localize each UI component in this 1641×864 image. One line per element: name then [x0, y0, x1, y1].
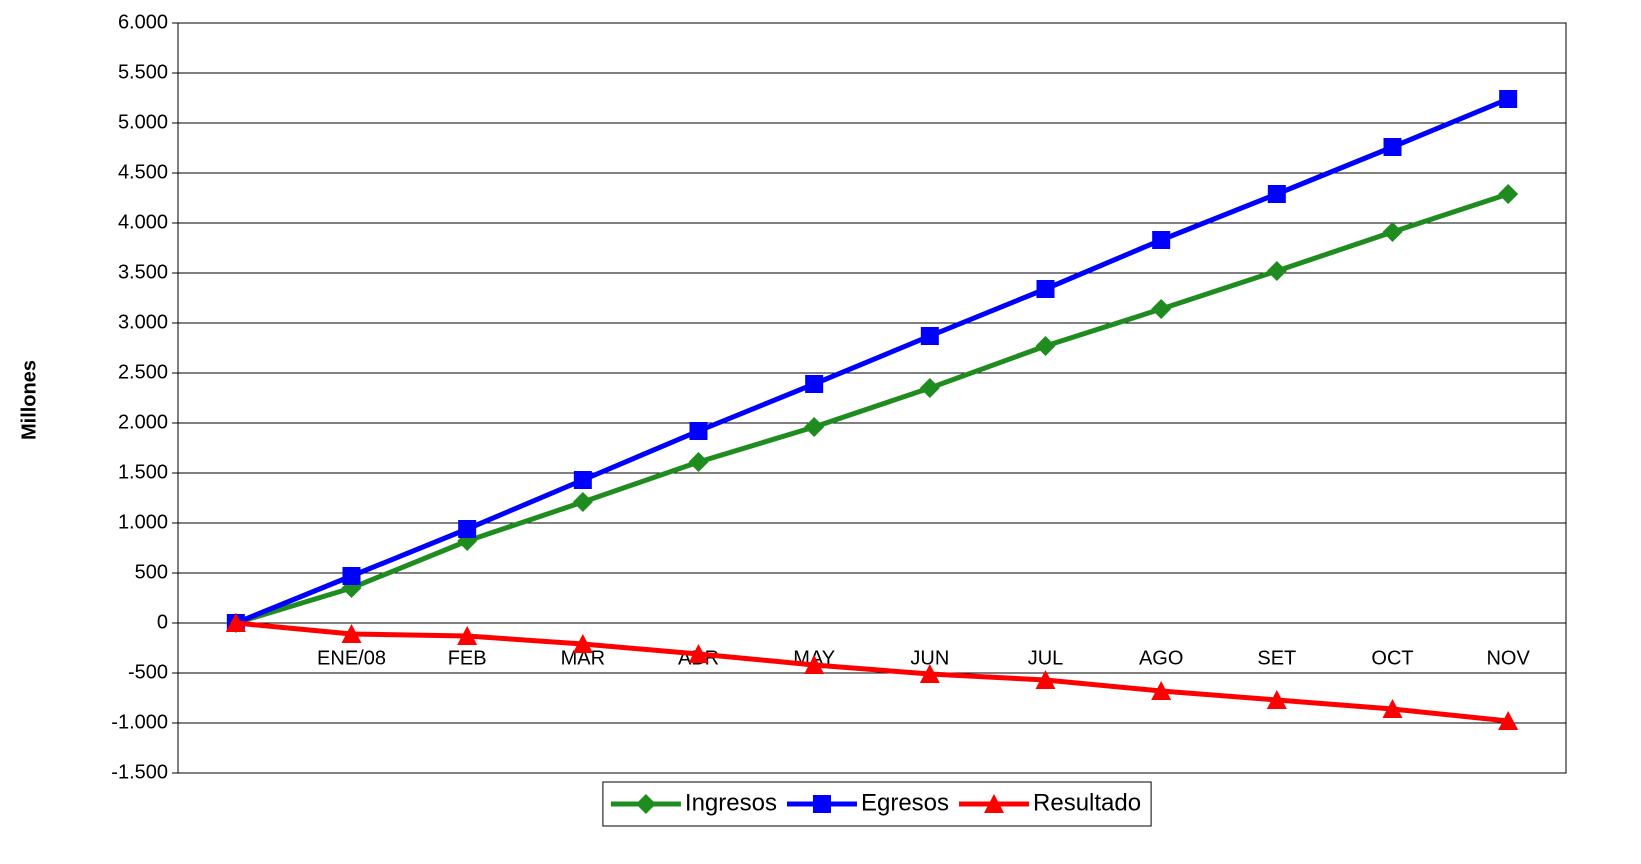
marker — [572, 492, 593, 512]
y-tick-label: 4.500 — [118, 161, 168, 183]
legend: Ingresos Egresos Resultado — [602, 781, 1152, 827]
y-tick-label: 2.000 — [118, 411, 168, 433]
marker — [812, 795, 831, 813]
marker — [689, 422, 708, 440]
marker — [458, 520, 477, 538]
x-tick-label: FEB — [448, 647, 487, 669]
marker — [919, 378, 940, 398]
marker — [1151, 681, 1172, 700]
marker — [1267, 185, 1286, 203]
marker — [341, 624, 362, 643]
y-tick-label: 1.500 — [118, 461, 168, 483]
x-tick-label: OCT — [1371, 647, 1413, 669]
y-tick-label: -500 — [128, 661, 168, 683]
y-tick-label: 2.500 — [118, 361, 168, 383]
marker — [688, 644, 709, 663]
marker — [920, 327, 939, 345]
marker — [688, 452, 709, 472]
x-tick-label: JUN — [910, 647, 949, 669]
marker — [1382, 222, 1403, 242]
marker — [1499, 90, 1518, 108]
marker — [1035, 336, 1056, 356]
marker — [1498, 711, 1519, 730]
y-tick-label: 3.500 — [118, 261, 168, 283]
legend-label: Egresos — [861, 789, 949, 816]
y-tick-label: -1.000 — [111, 711, 168, 733]
x-tick-label: NOV — [1486, 647, 1530, 669]
x-tick-label: ENE/08 — [317, 647, 386, 669]
marker — [804, 417, 825, 437]
marker — [1266, 261, 1287, 281]
series-line — [235, 620, 1509, 724]
y-tick-label: 5.500 — [118, 61, 168, 83]
y-tick-label: 0 — [157, 611, 168, 633]
y-tick-label: 3.000 — [118, 311, 168, 333]
y-tick-label: 6.000 — [118, 11, 168, 33]
marker — [1383, 138, 1402, 156]
marker — [1498, 184, 1519, 204]
y-tick-label: -1.500 — [111, 761, 168, 783]
marker — [573, 471, 592, 489]
y-tick-label: 500 — [135, 561, 168, 583]
x-tick-label: MAR — [561, 647, 605, 669]
x-tick-label: AGO — [1139, 647, 1183, 669]
marker — [1152, 231, 1171, 249]
y-tick-label: 4.000 — [118, 211, 168, 233]
y-tick-label: 5.000 — [118, 111, 168, 133]
marker — [804, 655, 825, 674]
marker — [457, 626, 478, 645]
plot-frame — [177, 22, 1567, 774]
x-tick-label: SET — [1257, 647, 1296, 669]
marker — [1382, 699, 1403, 718]
marker — [342, 567, 361, 585]
marker — [1035, 670, 1056, 689]
marker — [1151, 299, 1172, 319]
marker — [225, 613, 246, 632]
y-tick-label: 1.000 — [118, 511, 168, 533]
marker — [572, 634, 593, 653]
series-line — [235, 191, 1509, 626]
legend-label: Resultado — [1033, 789, 1141, 816]
marker — [1266, 690, 1287, 709]
series-line — [234, 96, 1510, 626]
marker — [1036, 280, 1055, 298]
marker — [919, 664, 940, 683]
marker — [805, 375, 824, 393]
marker — [984, 794, 1005, 813]
y-axis-label: Millones — [18, 360, 40, 440]
legend-label: Ingresos — [685, 789, 777, 816]
marker — [635, 794, 656, 814]
legend-box — [602, 781, 1152, 827]
x-tick-label: JUL — [1028, 647, 1064, 669]
